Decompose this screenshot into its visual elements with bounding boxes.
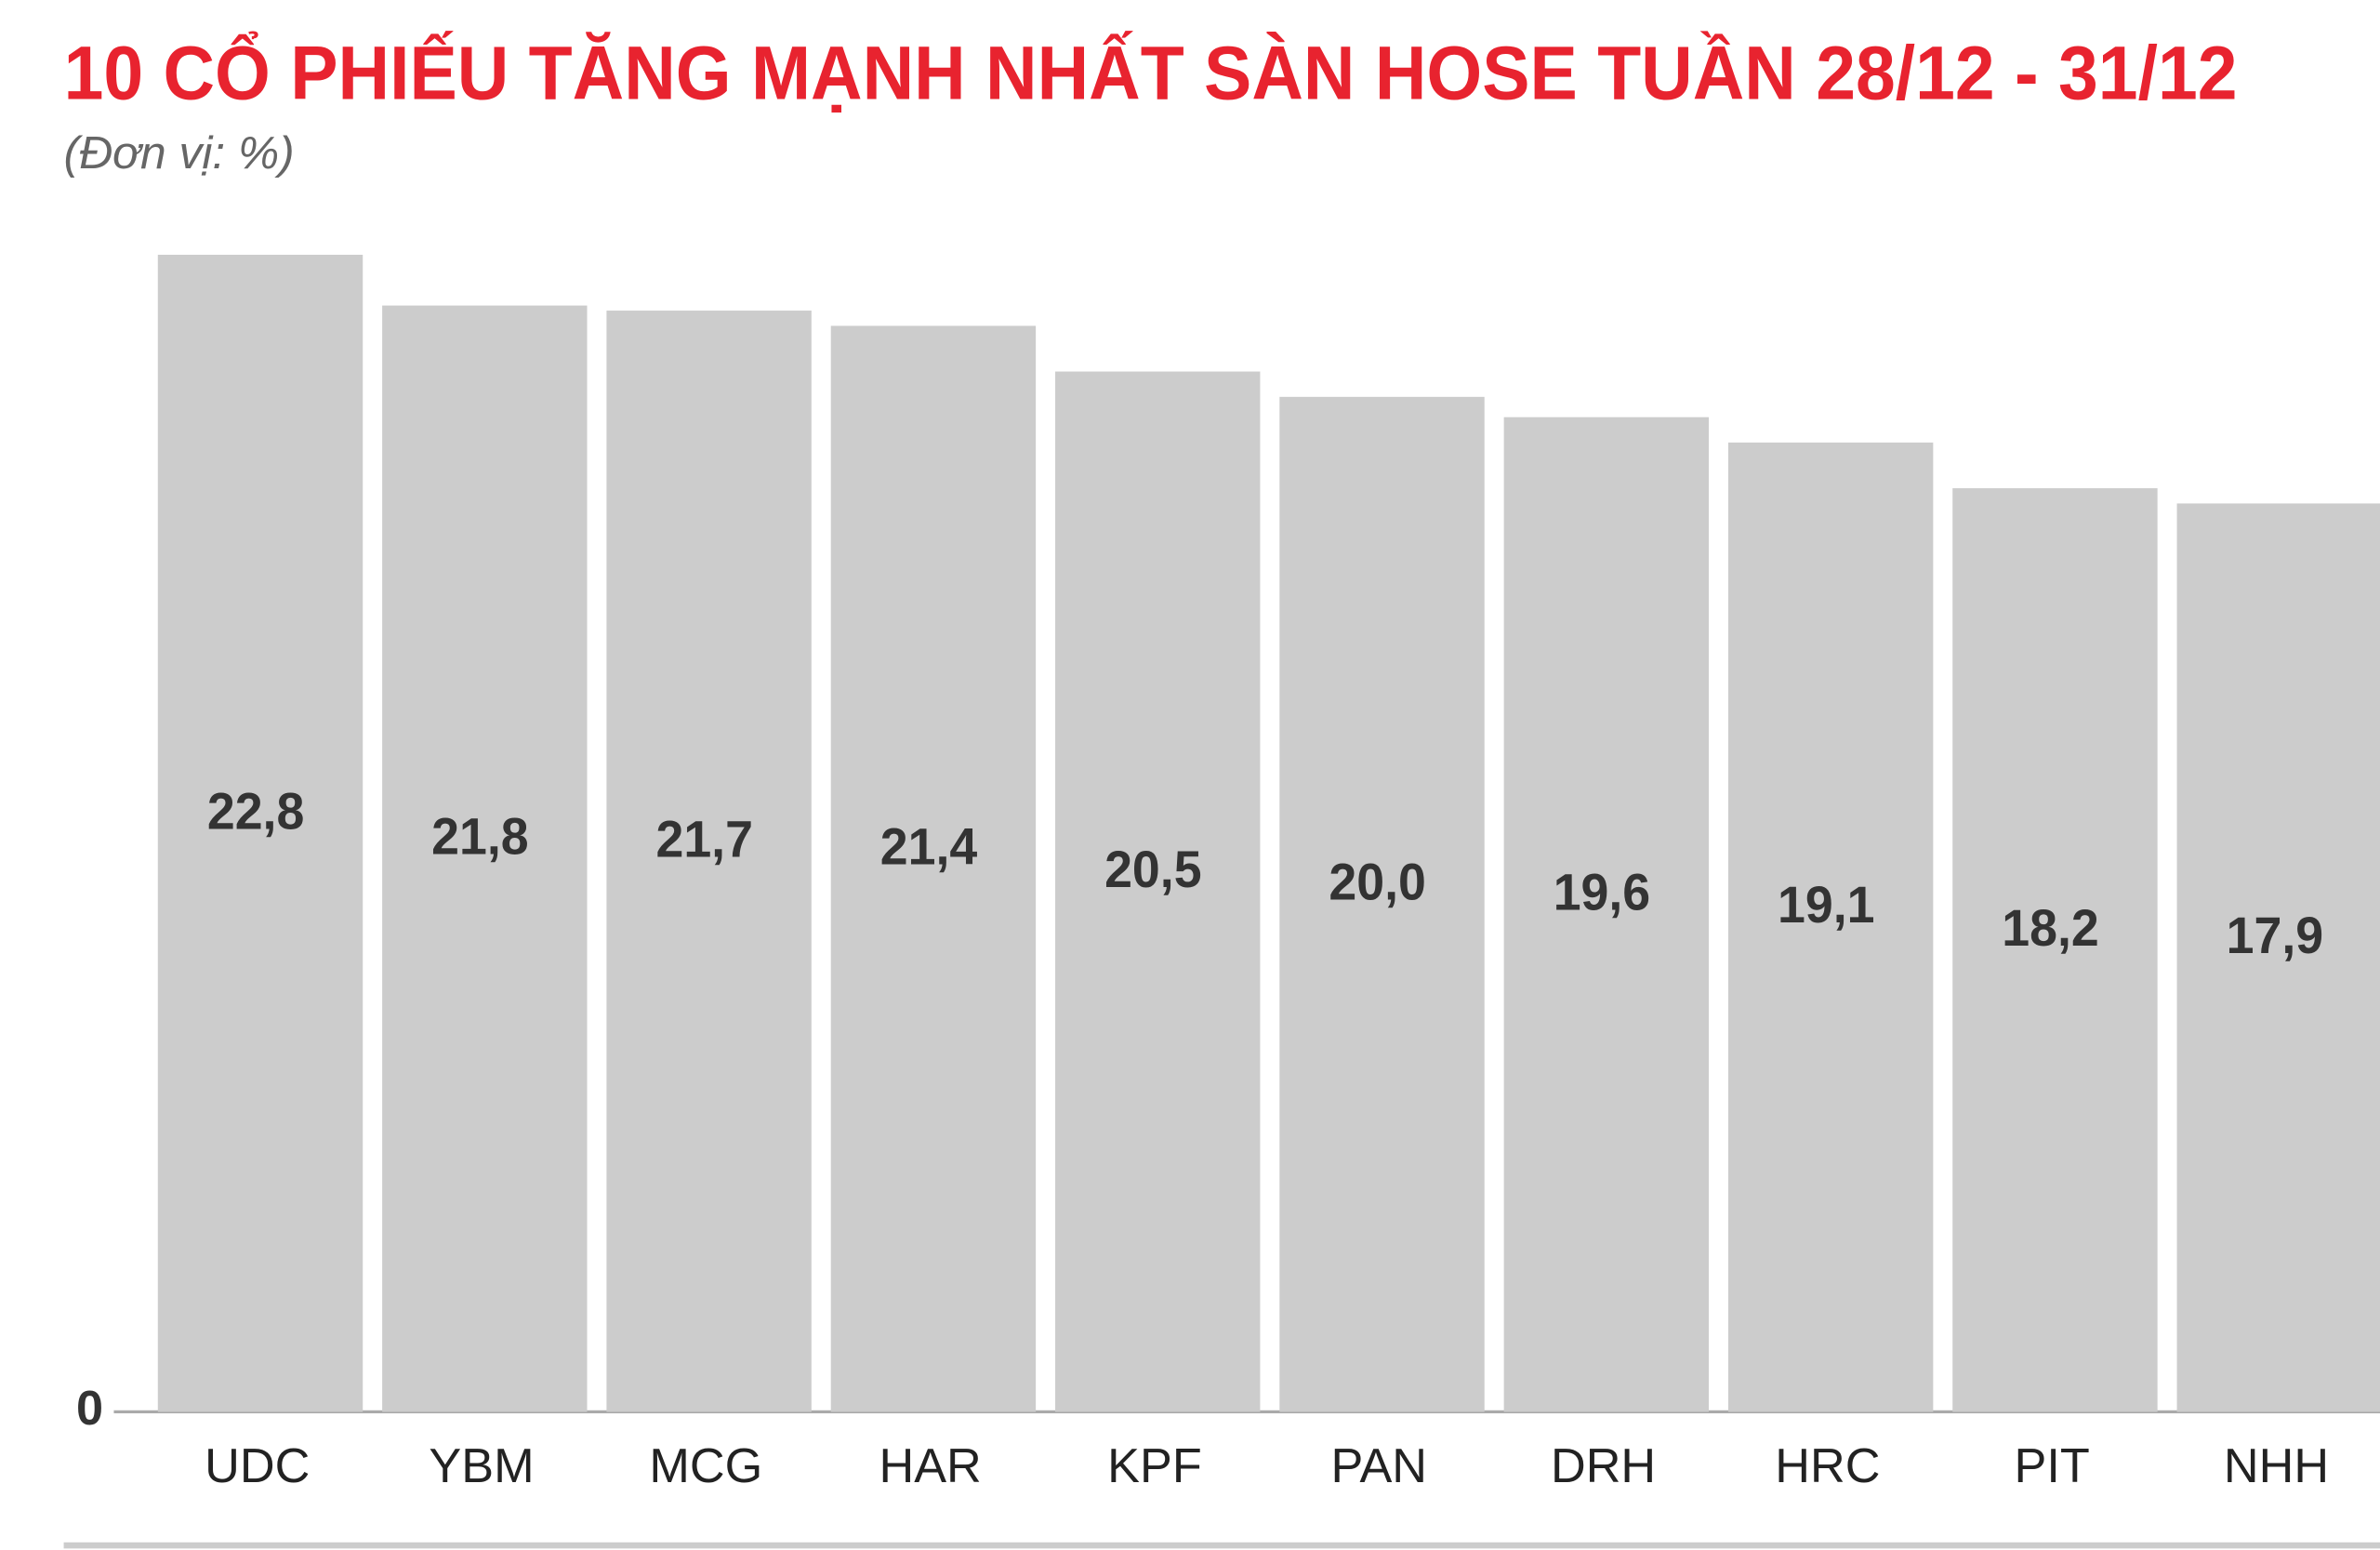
x-tick-label: HRC bbox=[1775, 1439, 1880, 1493]
chart-title: 10 CỔ PHIẾU TĂNG MẠNH NHẤT SÀN HOSE TUẦN… bbox=[64, 31, 2238, 115]
bar bbox=[830, 325, 1037, 1412]
x-tick-label: MCG bbox=[649, 1439, 762, 1493]
x-tick-label: PIT bbox=[2015, 1439, 2090, 1493]
x-tick-label: DRH bbox=[1551, 1439, 1656, 1493]
bar bbox=[1503, 417, 1710, 1412]
value-label: 21,8 bbox=[431, 808, 528, 866]
chart-subtitle: (Đơn vị: %) bbox=[64, 128, 295, 179]
value-label: 19,1 bbox=[1778, 876, 1874, 934]
bar bbox=[157, 255, 364, 1412]
bar bbox=[382, 305, 588, 1412]
value-label: 17,9 bbox=[2227, 907, 2323, 964]
bar bbox=[1727, 442, 1934, 1412]
x-tick-label: YBM bbox=[429, 1439, 534, 1493]
x-tick-label: NHH bbox=[2224, 1439, 2329, 1493]
value-label: 21,4 bbox=[880, 817, 978, 875]
y-tick-label: 0 bbox=[76, 1382, 103, 1436]
x-tick-label: KPF bbox=[1107, 1439, 1202, 1493]
x-tick-label: HAR bbox=[879, 1439, 982, 1493]
bar bbox=[1055, 371, 1261, 1412]
value-label: 22,8 bbox=[207, 782, 304, 840]
value-label: 18,2 bbox=[2002, 899, 2098, 957]
value-label: 21,7 bbox=[655, 810, 752, 868]
value-label: 20,0 bbox=[1329, 854, 1425, 911]
value-label: 19,6 bbox=[1554, 864, 1650, 921]
bar bbox=[2176, 503, 2380, 1412]
bar bbox=[1952, 488, 2158, 1412]
bar bbox=[1279, 396, 1485, 1412]
bar bbox=[606, 311, 812, 1412]
value-label: 20,5 bbox=[1104, 841, 1201, 898]
x-tick-label: PAN bbox=[1330, 1439, 1427, 1493]
x-tick-label: UDC bbox=[205, 1439, 310, 1493]
